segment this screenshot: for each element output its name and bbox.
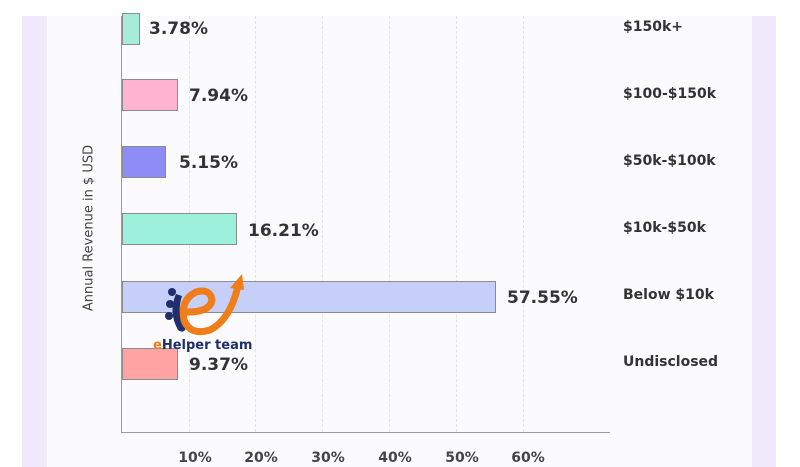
bar-50-100k — [122, 146, 166, 178]
category-label: $100-$150k — [623, 86, 717, 102]
value-label: 9.37% — [189, 355, 248, 375]
category-label: $50k-$100k — [623, 153, 716, 169]
x-tick: 50% — [445, 450, 479, 466]
value-label: 5.15% — [179, 153, 238, 173]
gridline-20 — [255, 16, 256, 432]
left-frame-strip — [22, 16, 47, 467]
bar-undisclosed — [122, 348, 178, 380]
bar-10-50k — [122, 213, 237, 245]
x-tick: 20% — [244, 450, 278, 466]
value-label: 7.94% — [189, 86, 248, 106]
gridline-50 — [456, 16, 457, 432]
gridline-60 — [523, 16, 524, 432]
x-tick: 60% — [511, 450, 545, 466]
y-axis-title: Annual Revenue in $ USD — [81, 144, 97, 312]
y-axis-line — [121, 16, 122, 433]
x-tick: 30% — [311, 450, 345, 466]
category-label: $10k-$50k — [623, 220, 706, 236]
watermark-label: Helper team — [161, 338, 253, 353]
value-label: 57.55% — [507, 288, 578, 308]
x-tick: 10% — [178, 450, 212, 466]
bar-100-150k — [122, 79, 178, 111]
x-tick: 40% — [378, 450, 412, 466]
watermark-text: eHelper team — [153, 338, 252, 353]
category-label: Undisclosed — [623, 354, 719, 370]
bar-150k-plus — [122, 13, 140, 45]
watermark-e: e — [153, 338, 162, 353]
x-axis-line — [121, 432, 610, 433]
right-frame-strip — [752, 16, 776, 467]
ehelper-logo-icon — [165, 274, 244, 336]
gridline-40 — [389, 16, 390, 432]
gridline-30 — [322, 16, 323, 432]
category-label: $150k+ — [623, 19, 684, 35]
value-label: 3.78% — [149, 19, 208, 39]
category-label: Below $10k — [623, 287, 714, 303]
value-label: 16.21% — [248, 221, 319, 241]
